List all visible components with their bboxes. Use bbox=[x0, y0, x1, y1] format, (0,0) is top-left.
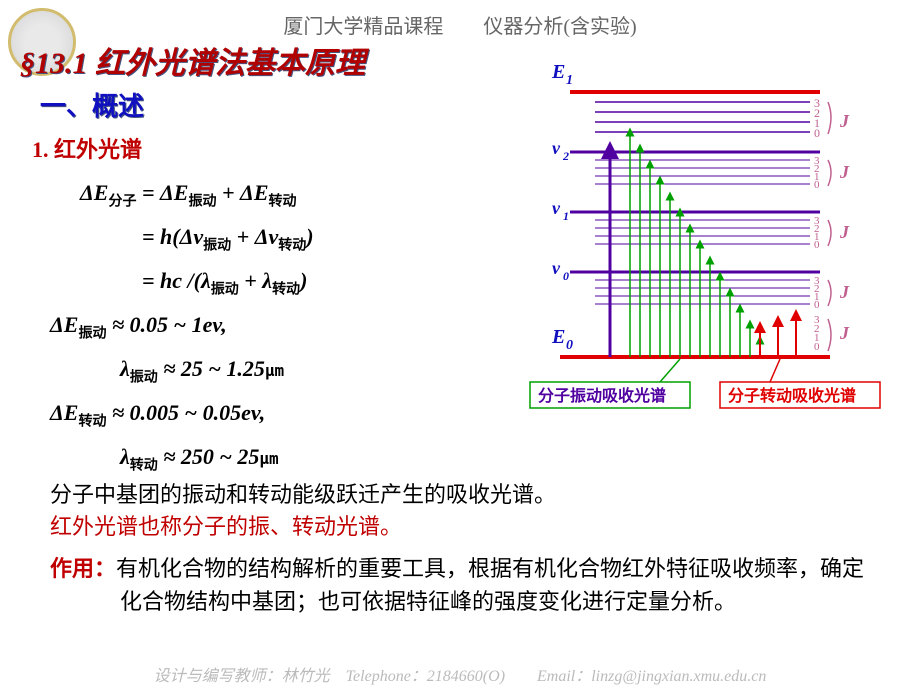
body-line-3: 作用：有机化合物的结构解析的重要工具，根据有机化合物红外特征吸收频率，确定化合物… bbox=[50, 552, 880, 618]
svg-text:J: J bbox=[839, 111, 850, 131]
usage-label: 作用： bbox=[50, 556, 116, 581]
svg-text:J: J bbox=[839, 222, 850, 242]
svg-text:1: 1 bbox=[563, 209, 569, 223]
svg-text:2: 2 bbox=[562, 149, 569, 163]
slide-footer: 设计与编写教师：林竹光 Telephone：2184660(O) Email：l… bbox=[0, 662, 920, 686]
heading-2: 1. 红外光谱 bbox=[32, 132, 142, 164]
heading-1: 一、概述 bbox=[40, 86, 144, 123]
diagram-svg: E13210Jv23210Jv13210Jv03210JE03210J分子振动吸… bbox=[520, 62, 910, 412]
slide-header: 厦门大学精品课程 仪器分析(含实验) bbox=[0, 10, 920, 39]
body-line-1: 分子中基团的振动和转动能级跃迁产生的吸收光谱。 bbox=[50, 478, 890, 511]
svg-text:J: J bbox=[839, 282, 850, 302]
svg-text:0: 0 bbox=[814, 299, 820, 311]
svg-text:0: 0 bbox=[814, 341, 820, 353]
svg-text:0: 0 bbox=[814, 239, 820, 251]
svg-text:E: E bbox=[551, 326, 565, 348]
svg-text:分子振动吸收光谱: 分子振动吸收光谱 bbox=[538, 386, 666, 405]
svg-text:0: 0 bbox=[814, 179, 820, 191]
svg-text:分子转动吸收光谱: 分子转动吸收光谱 bbox=[728, 386, 856, 405]
svg-text:v: v bbox=[552, 198, 561, 218]
svg-text:v: v bbox=[552, 258, 561, 278]
svg-text:v: v bbox=[552, 138, 561, 158]
svg-text:1: 1 bbox=[566, 73, 573, 88]
svg-text:J: J bbox=[839, 323, 850, 343]
section-title: §13.1 红外光谱法基本原理 bbox=[20, 38, 365, 82]
usage-text: 有机化合物的结构解析的重要工具，根据有机化合物红外特征吸收频率，确定化合物结构中… bbox=[116, 556, 864, 614]
svg-text:0: 0 bbox=[563, 269, 569, 283]
equation-block: ΔE分子 = ΔE振动 + ΔE转动 = h(Δv振动 + Δv转动) = hc… bbox=[80, 172, 314, 480]
energy-level-diagram: E13210Jv23210Jv13210Jv03210JE03210J分子振动吸… bbox=[520, 62, 910, 412]
svg-text:E: E bbox=[551, 62, 565, 83]
svg-text:J: J bbox=[839, 162, 850, 182]
svg-text:0: 0 bbox=[566, 338, 573, 353]
body-line-2: 红外光谱也称分子的振、转动光谱。 bbox=[50, 510, 890, 543]
svg-text:0: 0 bbox=[814, 126, 820, 140]
